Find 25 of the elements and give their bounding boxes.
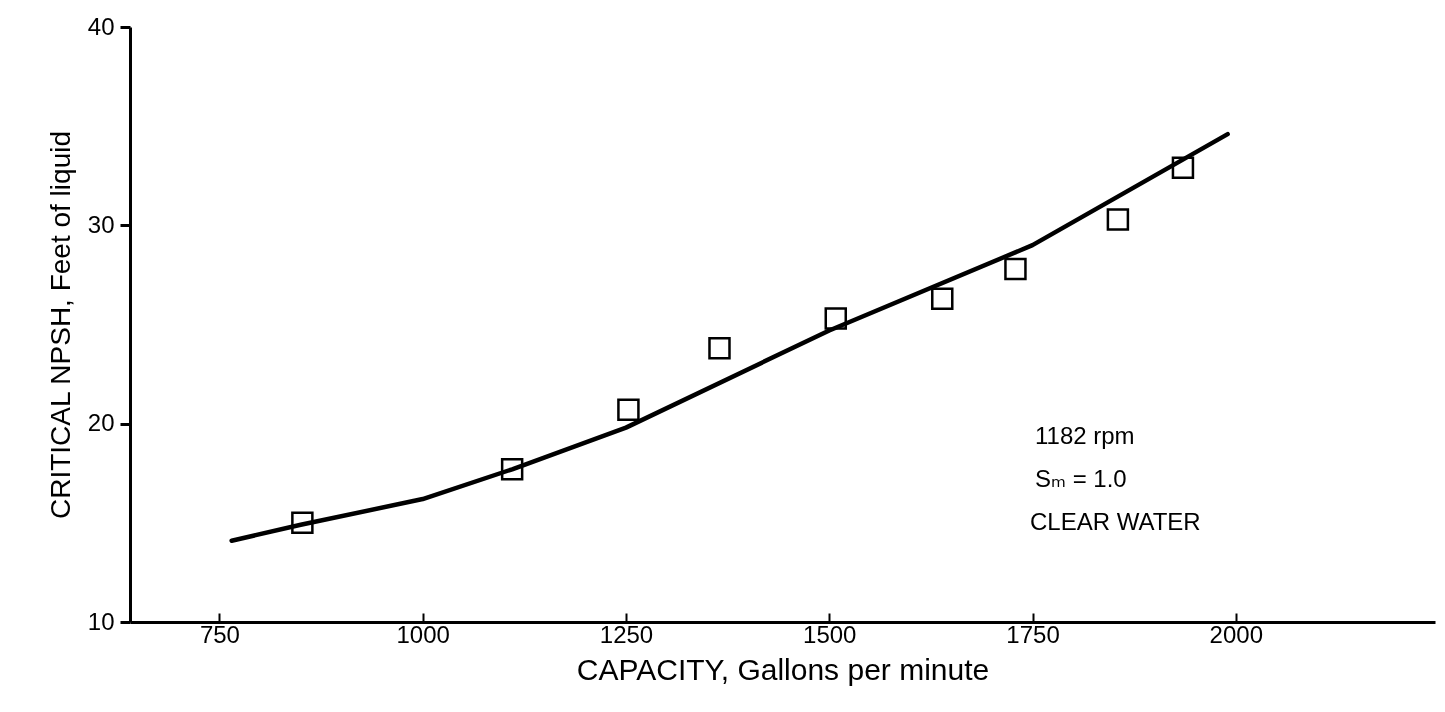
x-tick-label: 1250 — [599, 620, 654, 648]
point — [1106, 208, 1130, 231]
x-tick-label: 1750 — [1006, 620, 1060, 648]
y-axis-title: CRITICAL NPSH, Feet of liquid — [44, 131, 76, 519]
point — [931, 287, 954, 310]
point — [824, 307, 848, 330]
x-axis-title: CAPACITY, Gallons per minute — [576, 652, 990, 686]
y-tick-label: 30 — [87, 210, 115, 238]
point — [1171, 156, 1195, 180]
y-tick-label: 40 — [87, 12, 115, 40]
y-tick-label: 10 — [87, 607, 115, 635]
point — [291, 511, 314, 535]
x-tick-label: 750 — [199, 620, 240, 648]
annotation: CLEAR WATER — [1030, 508, 1201, 535]
y-tick-label: 20 — [87, 409, 115, 437]
annotation: 1182 rpm — [1035, 422, 1135, 449]
point — [1004, 257, 1027, 281]
x-tick-label: 2000 — [1209, 620, 1263, 648]
x-tick-label: 1500 — [803, 620, 857, 648]
point — [708, 337, 731, 360]
annotation: Sₘ = 1.0 — [1035, 465, 1127, 492]
line-series — [229, 131, 1230, 543]
point — [500, 458, 524, 481]
point — [617, 398, 640, 422]
x-tick-label: 1000 — [396, 620, 450, 648]
